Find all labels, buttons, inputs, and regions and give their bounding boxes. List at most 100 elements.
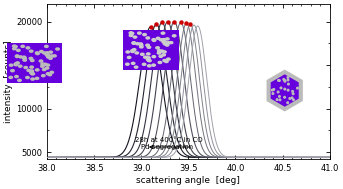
Circle shape (55, 47, 60, 51)
Circle shape (35, 68, 40, 72)
Circle shape (151, 63, 156, 67)
Circle shape (12, 44, 17, 48)
Circle shape (16, 49, 21, 52)
Circle shape (286, 76, 289, 79)
Circle shape (42, 68, 47, 71)
Circle shape (288, 97, 291, 100)
Circle shape (155, 46, 160, 50)
Circle shape (151, 38, 156, 41)
Circle shape (29, 71, 34, 74)
Circle shape (278, 95, 281, 98)
Circle shape (279, 98, 282, 101)
Circle shape (35, 51, 39, 55)
Circle shape (13, 63, 19, 67)
Circle shape (17, 79, 22, 82)
Circle shape (145, 36, 150, 40)
Circle shape (277, 79, 280, 82)
Circle shape (125, 50, 130, 54)
Circle shape (161, 53, 166, 57)
Circle shape (46, 72, 50, 76)
Circle shape (49, 70, 54, 74)
Circle shape (25, 76, 30, 79)
Circle shape (12, 47, 17, 50)
Circle shape (35, 52, 40, 55)
Circle shape (22, 58, 27, 62)
Circle shape (46, 53, 50, 57)
Circle shape (131, 41, 136, 45)
Y-axis label: intensity  [counts]: intensity [counts] (4, 40, 13, 123)
Circle shape (45, 53, 49, 57)
Circle shape (130, 49, 135, 52)
Circle shape (22, 55, 26, 59)
Circle shape (18, 55, 23, 59)
Circle shape (42, 51, 47, 55)
Circle shape (41, 74, 46, 77)
Circle shape (276, 91, 280, 94)
Circle shape (139, 43, 144, 47)
Circle shape (142, 33, 147, 36)
Circle shape (14, 75, 19, 78)
Circle shape (164, 60, 169, 63)
Circle shape (14, 62, 19, 66)
Circle shape (291, 90, 294, 93)
Circle shape (278, 79, 281, 82)
Circle shape (283, 79, 286, 82)
Circle shape (26, 69, 31, 72)
Circle shape (25, 46, 31, 50)
Circle shape (18, 64, 23, 68)
Circle shape (29, 65, 34, 69)
Circle shape (132, 35, 138, 39)
Text: 28h at 400°C in CO: 28h at 400°C in CO (135, 137, 202, 143)
Circle shape (35, 77, 39, 80)
Circle shape (129, 34, 133, 37)
Circle shape (158, 38, 164, 42)
Circle shape (166, 57, 171, 61)
Circle shape (271, 92, 274, 95)
Circle shape (10, 69, 15, 72)
Circle shape (28, 57, 33, 60)
Circle shape (38, 59, 44, 63)
Circle shape (30, 77, 35, 81)
Circle shape (166, 41, 171, 44)
Circle shape (8, 76, 13, 79)
Circle shape (48, 50, 53, 54)
Circle shape (131, 62, 135, 65)
Circle shape (292, 92, 295, 95)
Circle shape (47, 73, 52, 77)
Circle shape (127, 56, 132, 59)
Circle shape (280, 86, 283, 89)
Circle shape (287, 89, 289, 92)
Circle shape (156, 51, 162, 55)
Circle shape (172, 34, 177, 38)
Circle shape (161, 40, 166, 44)
Circle shape (132, 48, 137, 51)
Circle shape (283, 96, 286, 99)
Circle shape (130, 50, 135, 53)
Circle shape (44, 45, 49, 48)
Circle shape (146, 46, 151, 49)
Circle shape (22, 57, 27, 60)
Circle shape (45, 51, 50, 55)
Circle shape (13, 45, 18, 48)
Circle shape (161, 38, 166, 41)
Circle shape (272, 88, 275, 91)
Circle shape (146, 52, 151, 56)
Circle shape (165, 43, 169, 47)
Circle shape (146, 58, 151, 62)
Circle shape (9, 63, 14, 67)
Circle shape (29, 69, 34, 73)
Circle shape (30, 72, 35, 76)
Circle shape (286, 78, 289, 81)
Circle shape (135, 42, 140, 46)
Circle shape (152, 39, 157, 42)
Circle shape (140, 53, 145, 56)
Circle shape (271, 89, 274, 92)
Circle shape (146, 58, 151, 61)
Circle shape (131, 41, 136, 45)
Circle shape (134, 51, 139, 55)
Circle shape (40, 64, 45, 68)
Circle shape (142, 63, 146, 66)
Circle shape (139, 45, 144, 49)
Circle shape (15, 55, 20, 58)
Circle shape (282, 78, 285, 81)
